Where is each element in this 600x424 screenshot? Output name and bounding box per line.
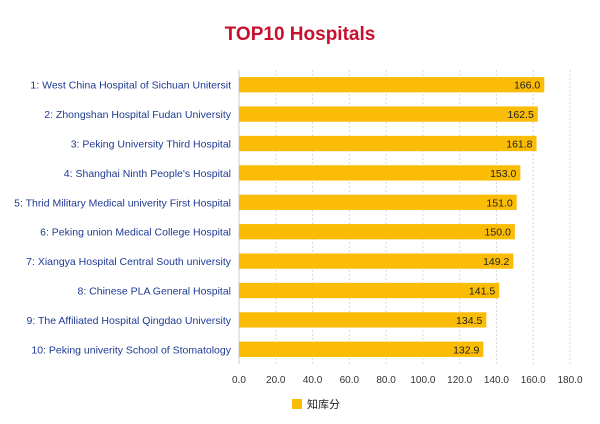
- x-tick-label: 0.0: [232, 375, 246, 386]
- legend-swatch: [292, 399, 302, 409]
- bar-value-label: 162.5: [508, 109, 534, 121]
- x-tick-label: 80.0: [376, 375, 396, 386]
- x-tick-label: 120.0: [447, 375, 472, 386]
- bar-value-label: 150.0: [485, 227, 511, 239]
- bar: [239, 253, 514, 269]
- bar-value-label: 166.0: [514, 80, 540, 92]
- bar: [239, 341, 484, 357]
- bar-value-label: 132.9: [453, 344, 479, 356]
- legend: 知库分: [292, 397, 340, 411]
- x-axis-ticks: 0.0 20.0 40.0 60.0 80.0 100.0 120.0 140.0 160.0 1…: [232, 375, 583, 386]
- legend-label: 知库分: [307, 397, 340, 411]
- bar: [239, 224, 515, 240]
- category-label: 5: Thrid Military Medical univerity Firs…: [14, 197, 231, 209]
- bar: [239, 106, 538, 122]
- bar: [239, 312, 487, 328]
- x-tick-label: 100.0: [410, 375, 435, 386]
- bar-value-label: 141.5: [469, 286, 495, 298]
- category-label: 6: Peking union Medical College Hospital: [40, 227, 231, 239]
- category-label: 2: Zhongshan Hospital Fudan University: [44, 109, 232, 121]
- bar: [239, 282, 500, 299]
- category-label: 10: Peking univerity School of Stomatolo…: [31, 344, 231, 356]
- x-tick-label: 20.0: [266, 375, 286, 386]
- bars: 166.0 162.5 161.8 153.0 151.0 150.0 149.2 141.5…: [239, 77, 545, 357]
- x-tick-label: 160.0: [521, 375, 546, 386]
- category-label: 1: West China Hospital of Sichuan Uniter…: [30, 80, 231, 92]
- bar: [239, 194, 517, 210]
- bar: [239, 77, 545, 93]
- bar-value-label: 149.2: [483, 256, 509, 268]
- bar: [239, 165, 521, 181]
- bar-value-label: 161.8: [506, 139, 532, 151]
- x-tick-label: 180.0: [557, 375, 582, 386]
- category-label: 7: Xiangya Hospital Central South univer…: [26, 256, 232, 268]
- category-label: 4: Shanghai Ninth People's Hospital: [64, 168, 231, 180]
- category-label: 3: Peking University Third Hospital: [71, 139, 231, 151]
- category-label: 9: The Affiliated Hospital Qingdao Unive…: [27, 315, 232, 327]
- bar-value-label: 153.0: [490, 168, 516, 180]
- x-tick-label: 40.0: [303, 375, 323, 386]
- category-label: 8: Chinese PLA General Hospital: [77, 286, 231, 298]
- chart-title: TOP10 Hospitals: [225, 24, 376, 45]
- category-labels: 1: West China Hospital of Sichuan Uniter…: [14, 80, 232, 357]
- x-tick-label: 60.0: [340, 375, 360, 386]
- bar-value-label: 134.5: [456, 315, 482, 327]
- bar-value-label: 151.0: [486, 197, 512, 209]
- bar: [239, 135, 537, 152]
- x-tick-label: 140.0: [484, 375, 509, 386]
